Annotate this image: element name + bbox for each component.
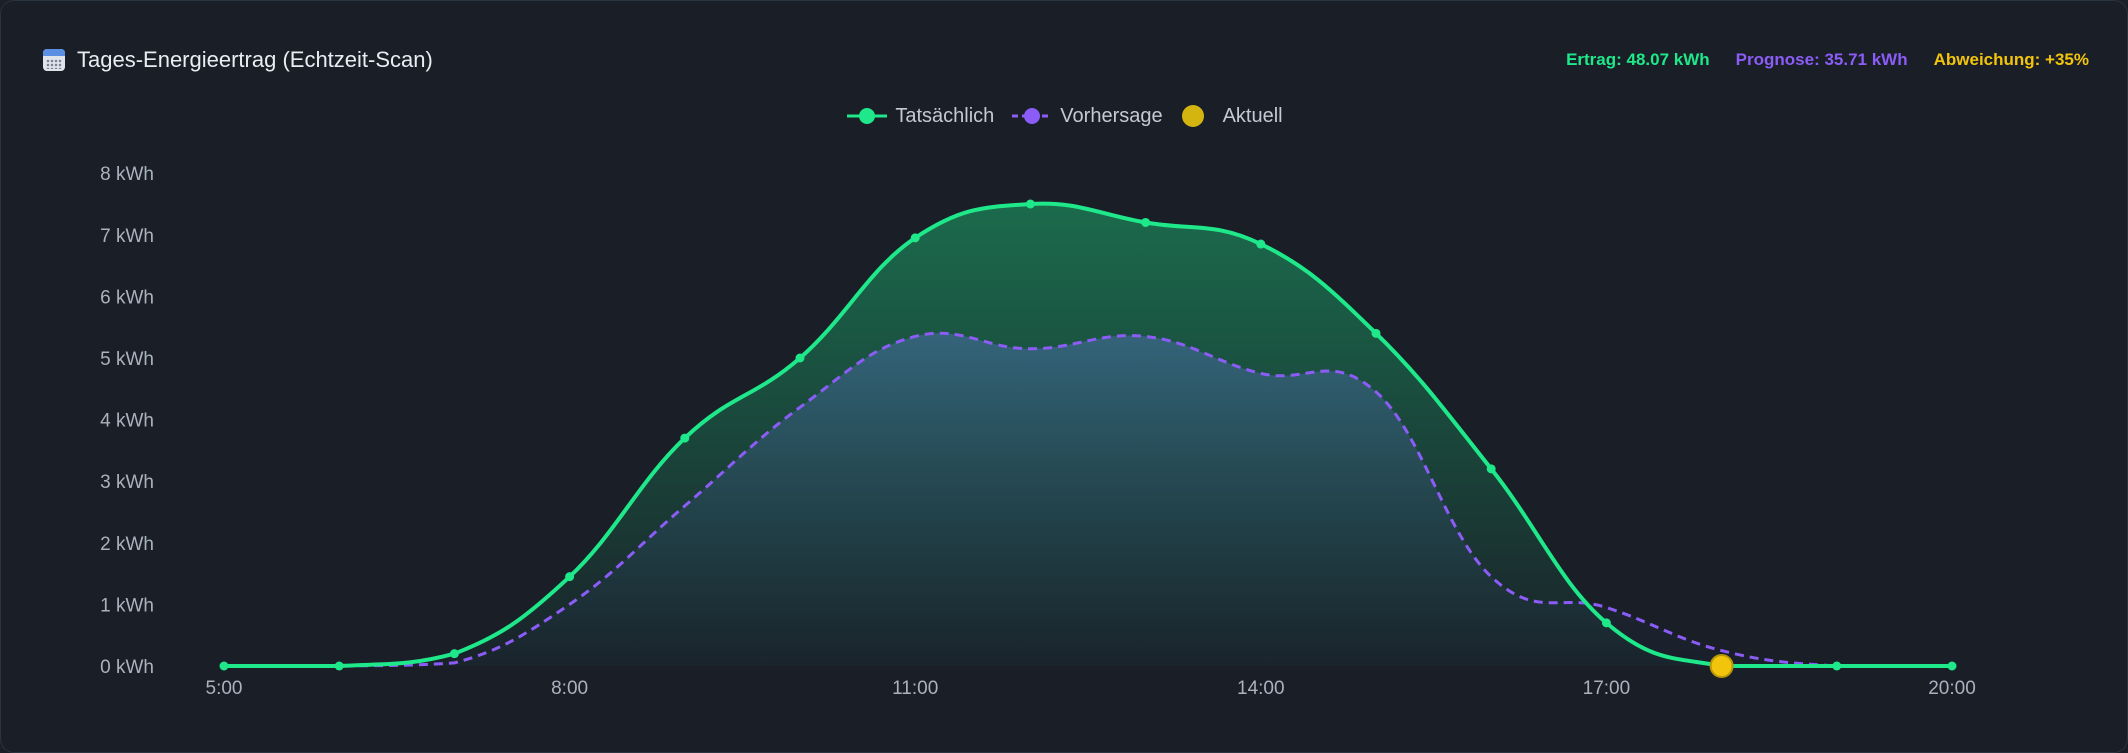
actual-point xyxy=(219,661,229,671)
legend-current-icon xyxy=(1181,105,1204,127)
y-axis: 0 kWh 1 kWh 2 kWh 3 kWh 4 kWh 5 kWh 6 kWh 7 kWh… xyxy=(100,164,154,678)
actual-point xyxy=(1371,328,1381,338)
y-tick-label: 3 kWh xyxy=(100,472,154,493)
legend-item-actual[interactable]: Tatsächlich xyxy=(847,104,994,128)
stat-ertrag: Ertrag: 48.07 kWh xyxy=(1566,50,1710,69)
chart-header: Tages-Energieertrag (Echtzeit-Scan) Ertr… xyxy=(43,43,2089,77)
stat-abweichung: Abweichung: +35% xyxy=(1933,50,2089,69)
y-tick-label: 0 kWh xyxy=(100,657,154,678)
calendar-icon xyxy=(43,49,65,71)
y-tick-label: 6 kWh xyxy=(100,287,154,308)
actual-line xyxy=(223,201,1952,669)
actual-point xyxy=(1601,618,1611,628)
x-tick-label: 5:00 xyxy=(206,678,243,699)
calendar-icon-grid xyxy=(46,59,62,69)
stats-bar: Ertrag: 48.07 kWh Prognose: 35.71 kWh Ab… xyxy=(1566,50,2089,70)
y-tick-label: 2 kWh xyxy=(100,534,154,555)
actual-point xyxy=(1486,464,1496,474)
plot-area xyxy=(219,199,1957,678)
y-tick-label: 7 kWh xyxy=(100,226,154,247)
actual-point xyxy=(449,649,459,659)
y-tick-label: 4 kWh xyxy=(100,411,154,432)
stat-prognose: Prognose: 35.71 kWh xyxy=(1735,50,1908,69)
legend-forecast-label: Vorhersage xyxy=(1060,104,1163,127)
legend-actual-label: Tatsächlich xyxy=(895,104,995,127)
x-axis: 5:00 8:00 11:00 14:00 17:00 20:00 xyxy=(206,678,1976,699)
forecast-area xyxy=(224,333,1952,666)
x-tick-label: 11:00 xyxy=(892,678,938,699)
actual-point xyxy=(795,353,805,363)
current-point xyxy=(1709,654,1734,678)
actual-point xyxy=(1256,239,1266,249)
y-tick-label: 5 kWh xyxy=(100,349,154,370)
forecast-line xyxy=(223,331,1952,668)
x-tick-label: 17:00 xyxy=(1583,678,1631,699)
chart-title: Tages-Energieertrag (Echtzeit-Scan) xyxy=(77,47,433,72)
x-tick-label: 20:00 xyxy=(1928,678,1976,699)
actual-point xyxy=(1141,217,1151,227)
title-wrap: Tages-Energieertrag (Echtzeit-Scan) xyxy=(43,47,433,73)
actual-point xyxy=(910,233,920,243)
x-tick-label: 8:00 xyxy=(551,678,588,699)
legend-item-forecast[interactable]: Vorhersage xyxy=(1012,104,1163,128)
actual-point xyxy=(1025,199,1035,209)
legend-actual-icon xyxy=(847,108,888,124)
x-tick-label: 14:00 xyxy=(1237,678,1285,699)
actual-point xyxy=(1832,661,1842,671)
actual-point xyxy=(1947,661,1957,671)
actual-point xyxy=(334,661,344,671)
calendar-icon-top xyxy=(43,49,65,56)
legend-current-label: Aktuell xyxy=(1222,104,1283,127)
legend-forecast-icon xyxy=(1012,108,1053,124)
actual-point xyxy=(565,572,575,582)
y-tick-label: 1 kWh xyxy=(100,595,154,616)
chart-legend: Tatsächlich Vorhersage Aktuell xyxy=(1,104,2128,128)
legend-item-current[interactable]: Aktuell xyxy=(1181,104,1283,128)
actual-point xyxy=(680,433,690,443)
y-tick-label: 8 kWh xyxy=(100,164,154,185)
